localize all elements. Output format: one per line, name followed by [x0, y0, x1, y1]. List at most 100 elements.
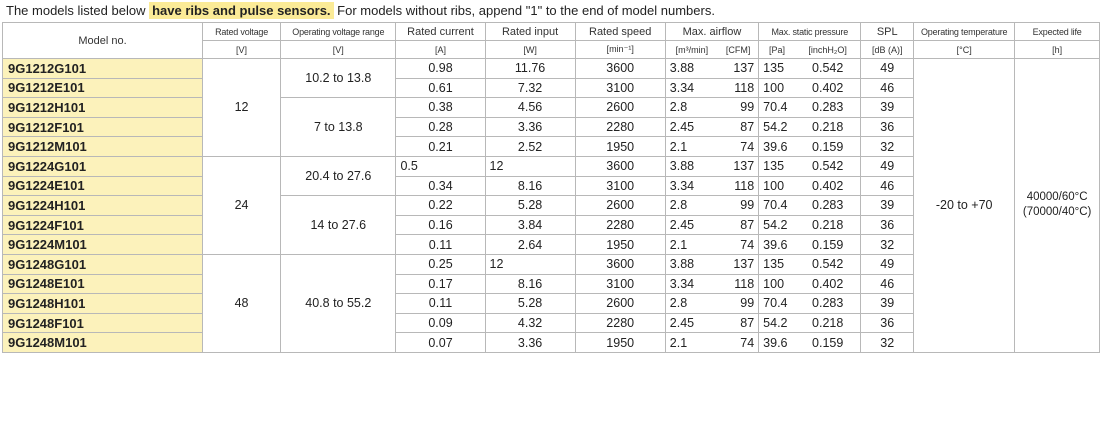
rated-input-cell: 3.84	[484, 214, 576, 236]
model-number: 9G1224F101	[1, 214, 204, 236]
spl-cell: 36	[860, 116, 915, 138]
pressure-inch-cell: 0.218	[794, 116, 862, 138]
spl-cell: 32	[860, 136, 915, 157]
pressure-pa-cell: 135	[758, 155, 795, 177]
model-number: 9G1212M101	[1, 136, 204, 157]
spl-cell: 36	[860, 312, 915, 334]
rated-current-cell: 0.34	[395, 175, 486, 197]
airflow-cfm-cell: 118	[718, 77, 760, 99]
pressure-pa-cell: 100	[758, 273, 795, 295]
operating-temperature-cell: -20 to +70	[913, 58, 1016, 353]
spl-cell: 46	[860, 273, 915, 295]
airflow-m3-cell: 3.88	[664, 58, 719, 79]
pressure-inch-cell: 0.402	[794, 273, 862, 295]
spl-cell: 32	[860, 332, 915, 353]
rated-current-cell: 0.17	[395, 273, 486, 295]
spl-cell: 49	[860, 58, 915, 79]
unit-airflow-cfm: [CFM]	[718, 40, 760, 59]
expected-life-line-1: 40000/60°C	[1026, 191, 1088, 204]
airflow-cfm-cell: 99	[718, 293, 760, 314]
model-number: 9G1212E101	[1, 77, 204, 99]
rated-speed-cell: 2280	[574, 214, 666, 236]
unit-spl: [dB (A)]	[860, 40, 915, 59]
unit-pressure-inch: [inchH₂O]	[794, 40, 862, 59]
spl-cell: 49	[860, 253, 915, 275]
airflow-m3-cell: 2.1	[664, 136, 719, 157]
rated-speed-cell: 3100	[574, 77, 666, 99]
rated-input-cell: 8.16	[484, 273, 576, 295]
model-number: 9G1224H101	[1, 195, 204, 216]
header-expected-life: Expected life	[1014, 22, 1100, 41]
pressure-pa-cell: 39.6	[758, 234, 795, 255]
model-number: 9G1248G101	[1, 253, 204, 275]
pressure-pa-cell: 100	[758, 77, 795, 99]
unit-pressure-pa: [Pa]	[758, 40, 795, 59]
unit-rated-input: [W]	[484, 40, 576, 59]
spl-cell: 32	[860, 234, 915, 255]
airflow-cfm-cell: 99	[718, 195, 760, 216]
header-max-static-pressure: Max. static pressure	[758, 22, 862, 41]
airflow-m3-cell: 2.1	[664, 332, 719, 353]
rated-input-cell: 5.28	[484, 293, 576, 314]
rated-input-cell: 8.16	[484, 175, 576, 197]
spl-cell: 36	[860, 214, 915, 236]
spl-cell: 46	[860, 77, 915, 99]
model-number: 9G1224E101	[1, 175, 204, 197]
header-rated-speed: Rated speed	[574, 22, 666, 41]
unit-rated-current: [A]	[395, 40, 486, 59]
rated-input-cell: 7.32	[484, 77, 576, 99]
rated-current-cell: 0.21	[395, 136, 486, 157]
spl-cell: 39	[860, 195, 915, 216]
rated-input-cell: 3.36	[484, 332, 576, 353]
unit-expected-life: [h]	[1014, 40, 1100, 59]
model-number: 9G1212G101	[1, 58, 204, 79]
rated-voltage-cell: 24	[202, 155, 282, 255]
table-row: 9G1224M101 0.11 2.64 1950 2.1 74 39.6 0.…	[1, 234, 1100, 255]
table-row: 9G1248F101 0.09 4.32 2280 2.45 87 54.2 0…	[1, 312, 1100, 334]
rated-current-cell: 0.5	[395, 155, 486, 177]
voltage-range-cell: 40.8 to 55.2	[280, 253, 397, 353]
header-operating-voltage-range: Operating voltage range	[280, 22, 397, 41]
pressure-inch-cell: 0.542	[794, 253, 862, 275]
airflow-cfm-cell: 118	[718, 175, 760, 197]
model-number: 9G1248M101	[1, 332, 204, 353]
pressure-inch-cell: 0.159	[794, 136, 862, 157]
unit-operating-temperature: [°C]	[913, 40, 1016, 59]
rated-speed-cell: 2600	[574, 97, 666, 118]
airflow-cfm-cell: 137	[718, 58, 760, 79]
rated-voltage-cell: 12	[202, 58, 282, 157]
rated-current-cell: 0.25	[395, 253, 486, 275]
rated-speed-cell: 2280	[574, 116, 666, 138]
rated-speed-cell: 1950	[574, 234, 666, 255]
model-number: 9G1248E101	[1, 273, 204, 295]
intro-note: The models listed below have ribs and pu…	[6, 2, 715, 19]
voltage-range-cell: 20.4 to 27.6	[280, 155, 397, 197]
table-row: 9G1224F101 0.16 3.84 2280 2.45 87 54.2 0…	[1, 214, 1100, 236]
rated-current-cell: 0.22	[395, 195, 486, 216]
spl-cell: 46	[860, 175, 915, 197]
pressure-inch-cell: 0.283	[794, 293, 862, 314]
airflow-m3-cell: 2.8	[664, 195, 719, 216]
rated-current-cell: 0.38	[395, 97, 486, 118]
airflow-m3-cell: 3.88	[664, 155, 719, 177]
pressure-inch-cell: 0.218	[794, 214, 862, 236]
pressure-inch-cell: 0.542	[794, 58, 862, 79]
rated-input-cell: 11.76	[484, 58, 576, 79]
model-number: 9G1224M101	[1, 234, 204, 255]
rated-speed-cell: 3100	[574, 273, 666, 295]
rated-speed-cell: 2600	[574, 195, 666, 216]
pressure-inch-cell: 0.283	[794, 195, 862, 216]
airflow-cfm-cell: 99	[718, 97, 760, 118]
rated-current-cell: 0.61	[395, 77, 486, 99]
rated-input-cell: 12	[484, 253, 576, 275]
airflow-cfm-cell: 87	[718, 116, 760, 138]
pressure-inch-cell: 0.542	[794, 155, 862, 177]
unit-airflow-m3: [m³/min]	[664, 40, 719, 59]
unit-rated-speed: [min⁻¹]	[574, 40, 666, 59]
table-row: 9G1224E101 0.34 8.16 3100 3.34 118 100 0…	[1, 175, 1100, 197]
voltage-range-cell: 14 to 27.6	[280, 195, 397, 255]
rated-current-cell: 0.11	[395, 234, 486, 255]
rated-speed-cell: 3100	[574, 175, 666, 197]
model-number: 9G1224G101	[1, 155, 204, 177]
rated-current-cell: 0.11	[395, 293, 486, 314]
